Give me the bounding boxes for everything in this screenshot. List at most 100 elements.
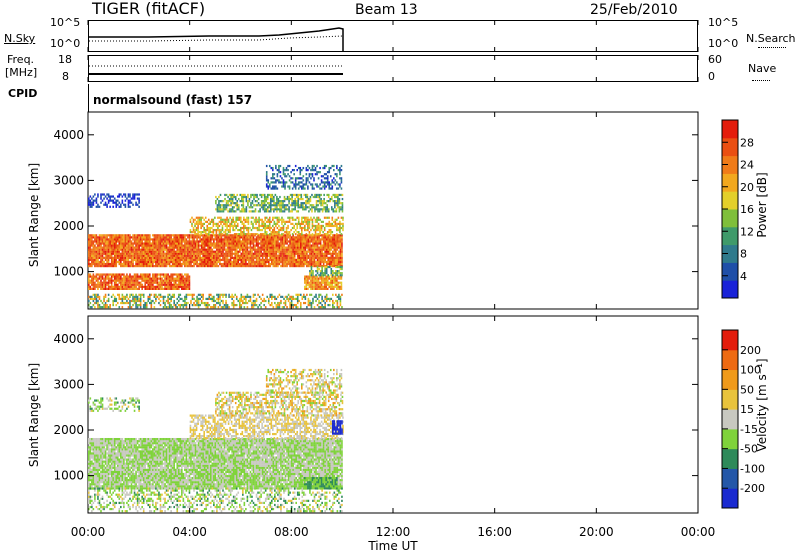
heatmap-cell [95, 252, 98, 255]
heatmap-cell [307, 234, 310, 237]
heatmap-cell [116, 246, 119, 249]
heatmap-cell [156, 252, 159, 255]
heatmap-cell [335, 246, 337, 249]
heatmap-cell [319, 183, 321, 186]
heatmap-cell [304, 250, 307, 253]
heatmap-cell [263, 202, 266, 205]
heatmap-cell [212, 228, 215, 232]
heatmap-cell [188, 281, 191, 284]
heatmap-cell [210, 242, 212, 245]
heatmap-cell [290, 248, 293, 251]
heatmap-cell [181, 287, 183, 290]
heatmap-cell [226, 306, 229, 309]
heatmap-cell [217, 226, 219, 230]
heatmap-cell [247, 233, 250, 236]
heatmap-cell [249, 254, 252, 257]
noise-tick-left-bottom: 10^0 [50, 37, 81, 50]
heatmap-cell [306, 234, 308, 237]
heatmap-cell [89, 301, 92, 305]
heatmap-cell [304, 218, 306, 221]
heatmap-cell [118, 287, 121, 290]
heatmap-cell [280, 244, 282, 247]
heatmap-cell [150, 264, 153, 268]
heatmap-cell [263, 206, 266, 209]
heatmap-cell [88, 234, 90, 237]
heatmap-cell [242, 299, 244, 303]
heatmap-cell [104, 306, 107, 309]
heatmap-cell [132, 250, 134, 253]
heatmap-cell [268, 220, 271, 223]
heatmap-cell [219, 295, 221, 298]
heatmap-cell [216, 252, 218, 255]
heatmap-cell [236, 216, 239, 219]
heatmap-cell [98, 264, 101, 268]
heatmap-cell [158, 277, 160, 280]
heatmap-cell [127, 199, 130, 202]
heatmap-cell [252, 236, 255, 239]
heatmap-cell [149, 281, 151, 284]
heatmap-cell [229, 238, 232, 241]
heatmap-cell [290, 260, 293, 264]
heatmap-cell [193, 256, 195, 259]
heatmap-cell [248, 262, 250, 266]
heatmap-cell [340, 216, 343, 219]
heatmap-cell [329, 183, 332, 186]
heatmap-cell [181, 264, 183, 268]
heatmap-cell [222, 238, 224, 241]
heatmap-cell [123, 301, 125, 305]
heatmap-cell [260, 258, 262, 262]
heatmap-cell [115, 264, 118, 268]
heatmap-cell [144, 246, 147, 249]
heatmap-cell [271, 200, 274, 203]
heatmap-cell [182, 236, 185, 239]
heatmap-cell [323, 187, 326, 190]
heatmap-cell [113, 197, 116, 200]
heatmap-cell [320, 208, 322, 211]
heatmap-cell [313, 238, 316, 241]
heatmap-cell [203, 250, 206, 253]
heatmap-cell [319, 231, 321, 234]
heatmap-cell [312, 238, 314, 241]
heatmap-cell [211, 231, 213, 234]
heatmap-cell [292, 248, 294, 251]
heatmap-cell [256, 193, 258, 197]
heatmap-cell [161, 250, 163, 253]
heatmap-cell [258, 234, 261, 237]
heatmap-cell [136, 262, 139, 266]
heatmap-cell [211, 236, 214, 239]
heatmap-cell [307, 222, 309, 226]
heatmap-cell [120, 275, 122, 278]
heatmap-cell [181, 248, 183, 251]
heatmap-cell [89, 273, 92, 276]
heatmap-cell [123, 297, 125, 301]
heatmap-cell [91, 281, 93, 284]
heatmap-cell [109, 287, 111, 290]
heatmap-cell [238, 303, 241, 307]
heatmap-cell [238, 264, 241, 268]
heatmap-cell [142, 244, 145, 247]
heatmap-cell [248, 240, 250, 243]
heatmap-cell [171, 277, 174, 280]
heatmap-cell [335, 204, 338, 207]
heatmap-cell [319, 233, 321, 236]
heatmap-cell [248, 264, 250, 268]
heatmap-cell [121, 256, 124, 259]
heatmap-cell [272, 240, 275, 243]
heatmap-cell [98, 250, 101, 253]
heatmap-cell [314, 183, 317, 186]
heatmap-cell [269, 238, 272, 241]
heatmap-cell [133, 254, 136, 257]
heatmap-cell [306, 240, 308, 243]
heatmap-cell [267, 224, 270, 228]
heatmap-cell [226, 252, 229, 255]
heatmap-cell [267, 258, 270, 262]
heatmap-cell [147, 299, 150, 303]
heatmap-cell [191, 293, 194, 296]
heatmap-cell [258, 226, 260, 230]
heatmap-cell [339, 301, 342, 305]
heatmap-cell [196, 238, 198, 241]
heatmap-cell [235, 216, 238, 219]
heatmap-cell [304, 240, 307, 243]
heatmap-cell [94, 234, 96, 237]
heatmap-cell [293, 236, 296, 239]
